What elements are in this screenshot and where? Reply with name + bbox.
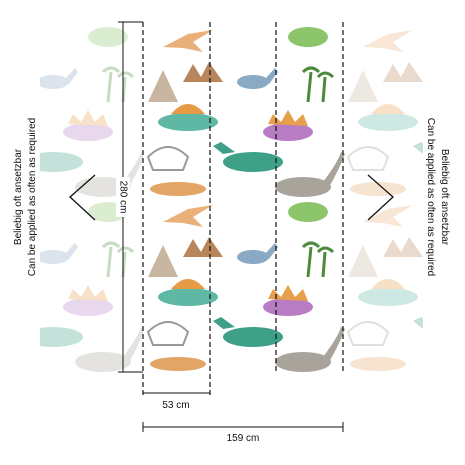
panel-seams <box>142 22 344 395</box>
height-dimension: 280 cm <box>116 21 143 373</box>
repeat-arrow-left <box>69 174 96 221</box>
panel-width-dimension: 53 cm <box>143 392 210 411</box>
total-width-label: 159 cm <box>227 433 260 444</box>
note-line: Can be applied as often as required <box>425 118 436 276</box>
right-note: Beliebig oft ansetzbar Can be applied as… <box>425 118 450 276</box>
note-line: Beliebig oft ansetzbar <box>439 149 450 246</box>
note-line: Can be applied as often as required <box>27 118 38 276</box>
note-line: Beliebig oft ansetzbar <box>13 148 24 245</box>
left-note: Beliebig oft ansetzbar Can be applied as… <box>13 118 38 276</box>
height-label: 280 cm <box>117 181 128 214</box>
repeat-arrow-right <box>367 174 394 221</box>
total-width-dimension: 159 cm <box>142 422 344 444</box>
wallpaper-panels <box>148 27 345 372</box>
label-bg <box>116 177 130 217</box>
panel-width-label: 53 cm <box>162 400 189 411</box>
